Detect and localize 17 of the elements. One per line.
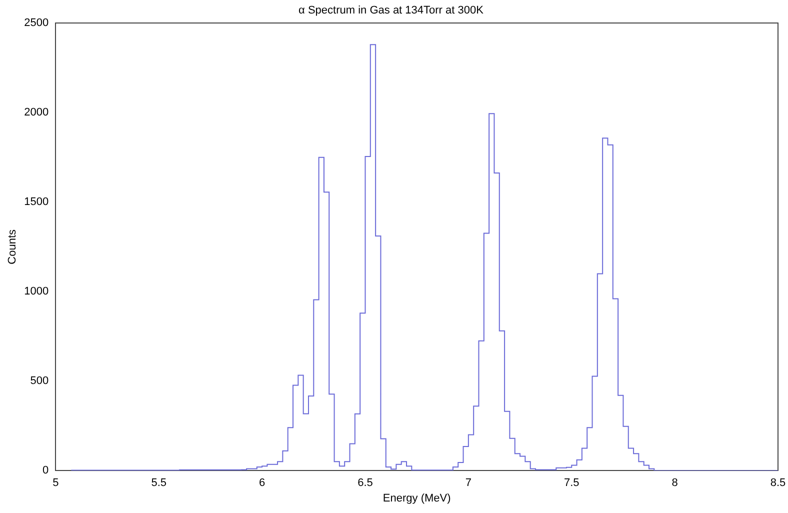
x-tick-label: 6.5 <box>358 477 373 490</box>
x-tick-label: 6 <box>258 477 266 490</box>
x-tick-label: 8.5 <box>770 477 786 490</box>
x-tick-label: 5.5 <box>151 477 167 490</box>
y-tick-label: 2000 <box>24 106 49 119</box>
chart-title: α Spectrum in Gas at 134Torr at 300K <box>298 4 484 17</box>
x-tick-label: 7 <box>465 477 472 490</box>
x-tick-label: 5 <box>52 477 59 490</box>
x-tick-label: 7.5 <box>564 477 580 490</box>
y-tick-label: 1000 <box>24 286 49 298</box>
y-tick-label: 1500 <box>24 196 49 208</box>
x-tick-label: 8 <box>672 477 678 490</box>
x-axis-title: Energy (MeV) <box>382 492 451 504</box>
y-tick-label: 0 <box>42 464 49 477</box>
y-tick-label: 500 <box>30 375 49 388</box>
y-axis-title: Counts <box>6 228 19 264</box>
y-tick-label: 2500 <box>24 17 49 30</box>
